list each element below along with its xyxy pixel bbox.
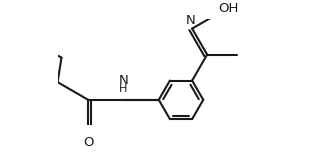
Text: N: N	[119, 74, 128, 87]
Text: H: H	[119, 83, 128, 93]
Text: OH: OH	[218, 2, 238, 15]
Text: O: O	[83, 136, 94, 149]
Text: N: N	[185, 14, 195, 27]
